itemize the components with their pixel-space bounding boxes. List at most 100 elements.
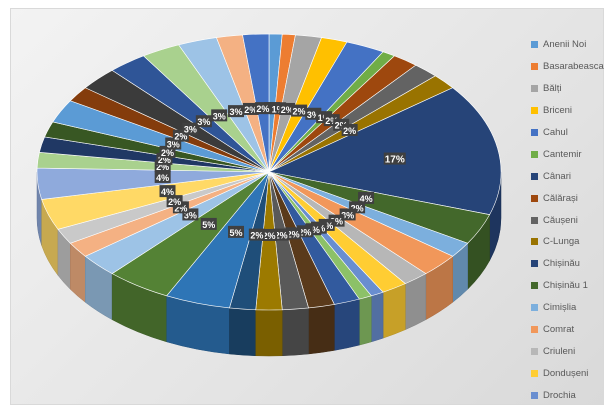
legend-label: Căușeni	[543, 214, 578, 226]
pie-side-glodeni	[334, 298, 360, 351]
data-label-bg	[200, 217, 217, 230]
data-label: 4%	[360, 194, 373, 204]
data-label: 2%	[161, 148, 174, 158]
data-label: 2%	[275, 231, 288, 241]
legend-item: Călărași	[531, 187, 614, 209]
legend-label: Bălți	[543, 83, 562, 95]
legend-swatch	[531, 282, 538, 290]
legend-label: Chișinău 1	[543, 280, 588, 292]
data-label: 2%	[168, 197, 181, 207]
legend-label: Cantemir	[543, 148, 582, 160]
legend-label: Criuleni	[543, 345, 576, 357]
legend-swatch	[531, 194, 538, 202]
legend-label: Briceni	[543, 105, 573, 117]
data-label: 1%	[272, 104, 285, 114]
data-label: 2%	[293, 107, 306, 117]
legend-item: Dondușeni	[531, 362, 614, 384]
data-label: 2%	[156, 162, 169, 172]
data-label-bg	[154, 170, 171, 183]
data-label: 4%	[156, 173, 169, 183]
data-label: 2%	[244, 105, 257, 115]
data-label: 2%	[250, 231, 263, 241]
data-label-bg	[273, 228, 290, 241]
data-label: 3%	[341, 210, 354, 220]
data-label: 2%	[174, 203, 187, 213]
legend-label: Călărași	[543, 192, 578, 204]
data-label-bg	[159, 185, 176, 198]
legend-item: Briceni	[531, 100, 614, 122]
pie-side-h-nce-ti	[308, 304, 335, 355]
legend-item: Drochia	[531, 384, 614, 406]
data-label: 2%	[325, 116, 338, 126]
legend-swatch	[531, 260, 538, 268]
legend-swatch	[531, 63, 538, 71]
pie-side-ialoveni	[281, 307, 309, 357]
legend-item: Anenii Noi	[531, 34, 614, 56]
pie-side-f-le-ti	[371, 291, 384, 343]
legend-label: Chișinău	[543, 258, 580, 270]
legend-item: Chișinău 1	[531, 275, 614, 297]
legend-swatch	[531, 85, 538, 93]
data-label: 2%	[351, 203, 364, 213]
data-label: 5%	[202, 220, 215, 230]
data-label: 2%	[343, 126, 356, 136]
legend-swatch	[531, 129, 538, 136]
data-label: 3%	[213, 111, 226, 121]
data-label: 3%	[307, 110, 320, 120]
data-label-bg	[211, 109, 228, 122]
data-label-bg	[383, 152, 406, 165]
legend-swatch	[531, 326, 538, 334]
data-label: 2%	[335, 121, 348, 131]
data-label: 2%	[158, 155, 171, 165]
legend-swatch	[531, 172, 538, 180]
legend-swatch	[531, 369, 538, 377]
legend-item: Chișinău	[531, 253, 614, 275]
legend-item: Cânari	[531, 165, 614, 187]
data-label: 3%	[230, 107, 243, 117]
legend: Anenii Noi Basarabeasca Bălți Briceni Cahul C…	[531, 34, 614, 406]
data-label-bg	[254, 102, 271, 115]
data-label: 2%	[262, 231, 275, 241]
legend-label: Basarabeasca	[543, 61, 604, 73]
pie-side-leova	[255, 309, 283, 357]
data-label: 2%	[256, 104, 269, 114]
pie-side-nisporeni	[229, 307, 257, 357]
data-label-bg	[285, 227, 302, 240]
pie-chart: 1%1%2%2%3%1%2%2%2%17%4%2%3%2%2%1%1%2%2%2…	[36, 33, 502, 357]
data-label-bg	[228, 225, 245, 238]
data-label-bg	[228, 105, 245, 118]
chart-area: 1%1%2%2%3%1%2%2%2%17%4%2%3%2%2%1%1%2%2%2…	[10, 8, 604, 405]
legend-item: Criuleni	[531, 340, 614, 362]
data-label: 17%	[385, 155, 405, 166]
legend-item: Basarabeasca	[531, 56, 614, 78]
legend-label: Cimișlia	[543, 302, 577, 314]
legend-item: Bălți	[531, 78, 614, 100]
data-label: 5%	[230, 228, 243, 238]
legend-item: Cantemir	[531, 143, 614, 165]
legend-item: Căușeni	[531, 209, 614, 231]
data-label-bg	[248, 228, 265, 241]
legend-label: Cânari	[543, 170, 571, 182]
data-label-bg	[166, 195, 183, 208]
data-label: 2%	[281, 105, 294, 115]
legend-swatch	[531, 107, 538, 115]
data-label: 2%	[287, 229, 300, 239]
data-label: 3%	[197, 117, 210, 127]
data-label: 1%	[307, 225, 320, 235]
legend-label: Comrat	[543, 324, 575, 336]
legend-swatch	[531, 391, 538, 399]
data-label-bg	[341, 123, 358, 136]
pie-side-edine-	[382, 283, 406, 339]
legend-item: Cimișlia	[531, 297, 614, 319]
data-label-bg	[261, 228, 277, 241]
legend-swatch	[531, 238, 538, 246]
data-label-bg	[358, 191, 375, 204]
data-label-bg	[291, 104, 308, 117]
legend-swatch	[531, 347, 538, 355]
legend-item: Cahul	[531, 122, 614, 144]
data-label: 3%	[167, 139, 180, 149]
legend-label: Anenii Noi	[543, 39, 587, 51]
data-label: 2%	[174, 132, 187, 142]
legend-swatch	[531, 304, 538, 312]
legend-swatch	[531, 216, 538, 224]
